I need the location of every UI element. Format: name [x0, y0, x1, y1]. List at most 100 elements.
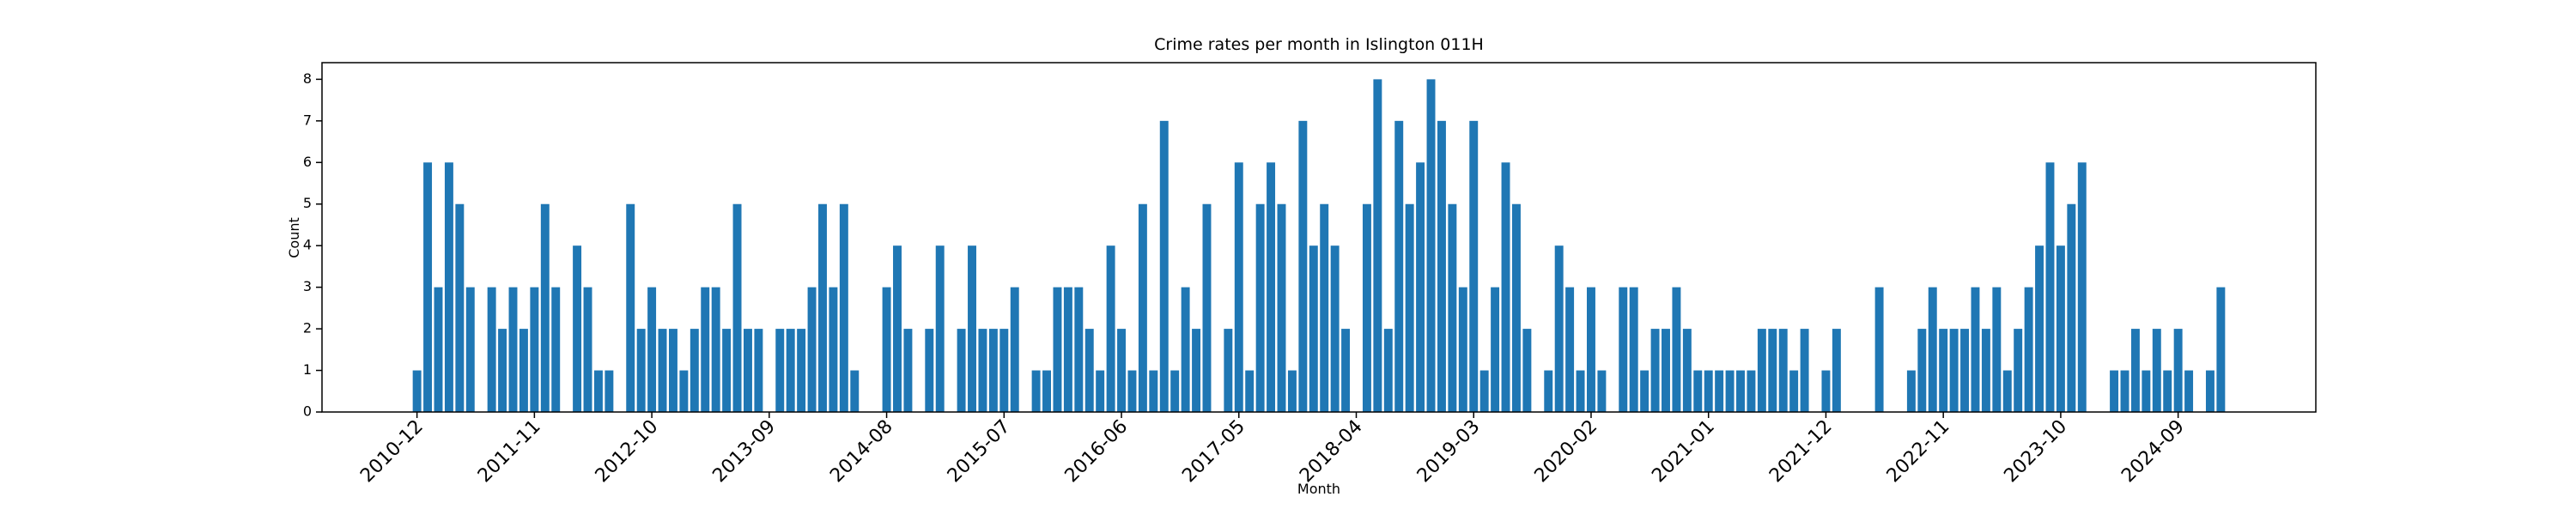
- x-tick-label: 2017-05: [1178, 416, 1249, 488]
- bar: [1127, 370, 1137, 412]
- bar: [605, 370, 614, 412]
- bar: [2216, 287, 2226, 412]
- bar: [1704, 370, 1713, 412]
- bar: [2014, 329, 2023, 412]
- bar: [2110, 370, 2119, 412]
- x-tick-label: 2018-04: [1296, 416, 1367, 488]
- x-tick-label: 2021-12: [1765, 416, 1837, 488]
- bar: [1383, 329, 1393, 412]
- bar: [1821, 370, 1831, 412]
- bar: [679, 370, 689, 412]
- bar: [1928, 287, 1937, 412]
- y-tick-label: 1: [303, 361, 312, 378]
- bar: [1255, 203, 1265, 412]
- bar: [1491, 287, 1500, 412]
- bar: [2130, 329, 2140, 412]
- x-tick-label: 2010-12: [356, 416, 428, 488]
- bar: [903, 329, 913, 412]
- bar: [1106, 245, 1115, 412]
- bar: [1992, 287, 2002, 412]
- bar: [1096, 370, 1105, 412]
- bar: [1267, 162, 1276, 413]
- x-tick-label: 2022-11: [1883, 416, 1954, 488]
- x-tick-label: 2011-11: [474, 416, 545, 488]
- bar: [498, 329, 507, 412]
- bar: [1725, 370, 1735, 412]
- bar: [1010, 287, 1019, 412]
- bar: [1469, 120, 1479, 413]
- y-tick-label: 2: [303, 320, 312, 336]
- bar: [487, 287, 496, 412]
- bar: [636, 329, 646, 412]
- bar: [1394, 120, 1404, 413]
- bar: [1138, 203, 1147, 412]
- bar: [1778, 329, 1788, 412]
- bar: [1309, 245, 1318, 412]
- bar: [2163, 370, 2172, 412]
- bar: [1917, 329, 1927, 412]
- bar: [690, 329, 699, 412]
- bar: [1202, 203, 1212, 412]
- bar: [1619, 287, 1628, 412]
- bar: [1479, 370, 1489, 412]
- bar: [2173, 329, 2183, 412]
- bar: [1405, 203, 1414, 412]
- bar: [882, 287, 891, 412]
- bar: [2035, 245, 2044, 412]
- bar: [444, 162, 453, 413]
- bar: [829, 287, 838, 412]
- bar: [839, 203, 848, 412]
- bar: [2056, 245, 2065, 412]
- bar: [807, 287, 817, 412]
- bar: [1576, 370, 1585, 412]
- y-tick-label: 5: [303, 195, 312, 211]
- y-tick-label: 7: [303, 112, 312, 128]
- bar: [412, 370, 422, 412]
- bar: [1832, 329, 1841, 412]
- bar: [1170, 370, 1180, 412]
- bar: [999, 329, 1009, 412]
- bar: [1245, 370, 1255, 412]
- chart-title: Crime rates per month in Islington 011H: [1154, 35, 1484, 54]
- bar: [1074, 287, 1084, 412]
- bar: [701, 287, 710, 412]
- bar: [2152, 329, 2161, 412]
- bar: [647, 287, 657, 412]
- x-tick-label: 2023-10: [2000, 416, 2071, 488]
- bar: [1287, 370, 1297, 412]
- bar: [658, 329, 667, 412]
- y-axis-label: Count: [286, 217, 302, 258]
- bar: [754, 329, 763, 412]
- bar: [1511, 203, 1521, 412]
- bar: [1640, 370, 1649, 412]
- bar: [593, 370, 603, 412]
- x-tick-label: 2016-06: [1061, 416, 1133, 488]
- bar: [1277, 203, 1286, 412]
- bar: [1031, 370, 1041, 412]
- bar: [1981, 329, 1990, 412]
- bar: [925, 329, 934, 412]
- bar: [2142, 370, 2151, 412]
- bar: [573, 245, 582, 412]
- bar: [1181, 287, 1190, 412]
- bar: [1192, 329, 1201, 412]
- bar: [1800, 329, 1809, 412]
- bar: [1682, 329, 1692, 412]
- bar: [423, 162, 433, 413]
- bar: [818, 203, 827, 412]
- bar: [1736, 370, 1745, 412]
- bar: [2184, 370, 2194, 412]
- bar: [1149, 370, 1158, 412]
- bar: [935, 245, 945, 412]
- bar: [1053, 287, 1062, 412]
- bar: [434, 287, 443, 412]
- bar: [988, 329, 998, 412]
- x-axis-label: Month: [1297, 481, 1340, 497]
- bar: [519, 329, 528, 412]
- x-tick-label: 2024-09: [2117, 416, 2189, 488]
- bar: [508, 287, 518, 412]
- x-tick-label: 2019-03: [1413, 416, 1485, 488]
- bar: [1672, 287, 1681, 412]
- bar: [2045, 162, 2055, 413]
